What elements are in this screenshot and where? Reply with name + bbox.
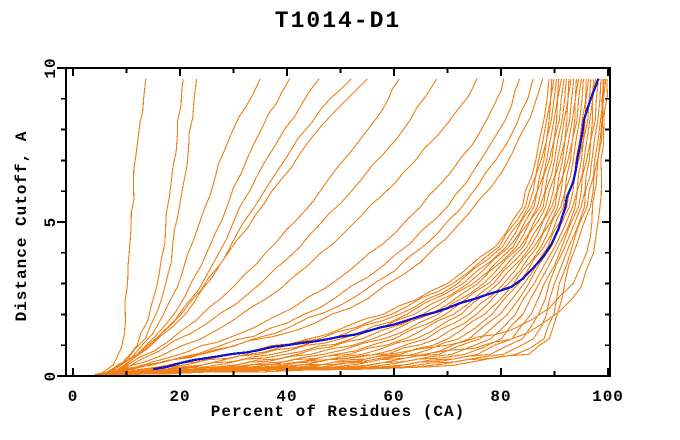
model-curve: [101, 78, 555, 376]
model-curve: [104, 78, 198, 375]
model-curve: [98, 78, 597, 376]
x-tick-label: 80: [490, 388, 511, 406]
model-curve: [101, 78, 584, 376]
x-tick-label: 60: [383, 388, 404, 406]
model-curve: [99, 78, 534, 376]
y-tick-label: 5: [42, 217, 60, 228]
model-curve: [98, 78, 604, 376]
model-curve: [98, 78, 567, 376]
model-curve: [98, 78, 553, 376]
model-curve: [104, 78, 521, 376]
model-curve: [98, 78, 582, 376]
model-curve: [99, 78, 544, 376]
chart-title: T1014-D1: [274, 8, 402, 34]
model-curve: [104, 78, 261, 375]
model-curve: [94, 78, 565, 376]
x-tick-label: 0: [68, 388, 79, 406]
model-curve: [94, 78, 558, 376]
x-tick-label: 100: [592, 388, 624, 406]
x-axis-label: Percent of Residues (CA): [210, 403, 466, 421]
model-curve: [110, 78, 400, 375]
model-curve: [107, 78, 291, 375]
model-curve: [110, 78, 320, 375]
highlighted-model-curve: [153, 78, 600, 371]
model-curve: [94, 78, 602, 376]
model-curve: [101, 78, 599, 376]
model-curve: [94, 78, 550, 376]
x-tick-label: 40: [276, 388, 297, 406]
model-curve: [98, 78, 575, 376]
model-curve: [104, 78, 368, 375]
model-curve: [102, 78, 184, 375]
model-curve: [99, 78, 147, 375]
model-curve: [101, 78, 563, 376]
model-curve: [94, 78, 595, 376]
model-curve: [110, 78, 478, 376]
y-tick-label: 0: [42, 371, 60, 382]
model-curve: [110, 78, 352, 375]
x-tick-label: 20: [169, 388, 190, 406]
model-curve: [101, 78, 577, 376]
model-curve: [110, 78, 438, 376]
model-curve: [101, 78, 570, 376]
y-tick-label: 10: [42, 57, 60, 78]
model-curve: [101, 78, 592, 376]
model-curve: [104, 78, 505, 376]
model-curve: [98, 78, 560, 376]
model-curve: [101, 78, 607, 376]
